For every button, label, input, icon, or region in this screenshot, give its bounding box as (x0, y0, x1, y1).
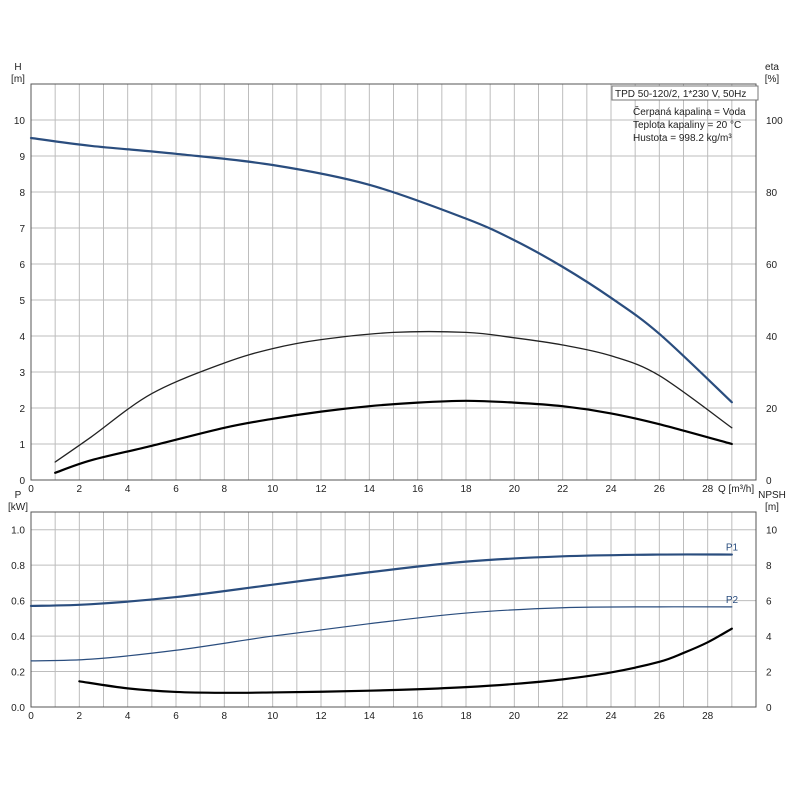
bottom-plot-frame (30, 511, 757, 708)
bottom-right-tick-label: 8 (766, 561, 772, 572)
curve-layer (29, 136, 733, 694)
bottom-x-tick-label: 24 (605, 711, 617, 722)
bottom-left-tick-label: 0.2 (11, 668, 25, 679)
p2-curve-label: P2 (726, 595, 739, 606)
top-right-tick-label: 80 (766, 188, 778, 199)
top-plot-frame (30, 83, 757, 481)
bottom-left-tick-label: 1.0 (11, 526, 25, 537)
top-left-tick-label: 8 (19, 188, 25, 199)
top-curve-1 (54, 330, 733, 463)
top-left-tick-label: 7 (19, 224, 25, 235)
top-x-tick-label: 28 (702, 484, 714, 495)
top-left-tick-label: 5 (19, 296, 25, 307)
bottom-x-tick-label: 8 (222, 711, 228, 722)
top-x-tick-label: 12 (315, 484, 327, 495)
bottom-left-axis-title: P (15, 490, 22, 501)
info-line-liquid: Čerpaná kapalina = Voda (633, 105, 746, 118)
top-left-axis-unit: [m] (11, 74, 25, 85)
top-right-tick-label: 40 (766, 332, 778, 343)
info-line-density: Hustota = 998.2 kg/m³ (633, 133, 732, 144)
bottom-x-tick-label: 12 (315, 711, 327, 722)
top-x-tick-label: 18 (460, 484, 472, 495)
top-x-tick-label: 24 (605, 484, 617, 495)
top-right-tick-label: 100 (766, 116, 783, 127)
top-x-tick-label: 26 (654, 484, 666, 495)
top-left-tick-label: 6 (19, 260, 25, 271)
top-right-tick-label: 60 (766, 260, 778, 271)
p1-curve-label: P1 (726, 543, 739, 554)
top-x-tick-label: 20 (509, 484, 521, 495)
top-right-tick-label: 20 (766, 404, 778, 415)
bottom-x-tick-label: 28 (702, 711, 714, 722)
bottom-x-tick-label: 20 (509, 711, 521, 722)
bottom-x-tick-label: 26 (654, 711, 666, 722)
top-x-tick-label: 10 (267, 484, 279, 495)
top-x-tick-label: 4 (125, 484, 131, 495)
bottom-left-tick-label: 0.4 (11, 632, 25, 643)
info-box: TPD 50-120/2, 1*230 V, 50Hz Čerpaná kapa… (611, 85, 759, 144)
bottom-x-tick-label: 14 (364, 711, 376, 722)
top-right-axis-title: eta (765, 62, 779, 73)
bottom-x-tick-label: 18 (460, 711, 472, 722)
top-x-tick-label: 22 (557, 484, 569, 495)
top-curve-0 (29, 136, 733, 404)
top-x-tick-label: 6 (173, 484, 179, 495)
top-x-tick-label: 14 (364, 484, 376, 495)
top-left-tick-label: 4 (19, 332, 25, 343)
top-left-tick-label: 2 (19, 404, 25, 415)
bottom-x-tick-label: 4 (125, 711, 131, 722)
bottom-x-tick-label: 0 (28, 711, 34, 722)
top-left-tick-label: 9 (19, 152, 25, 163)
bottom-right-tick-label: 2 (766, 668, 772, 679)
top-left-tick-label: 3 (19, 368, 25, 379)
bottom-right-axis-title: NPSH (758, 490, 786, 501)
top-x-tick-label: 0 (28, 484, 34, 495)
bottom-right-axis-unit: [m] (765, 502, 779, 513)
top-x-tick-label: 2 (77, 484, 83, 495)
top-left-axis-title: H (14, 62, 21, 73)
bottom-left-axis-unit: [kW] (8, 502, 28, 513)
bottom-right-tick-label: 6 (766, 597, 772, 608)
bottom-right-tick-label: 10 (766, 526, 778, 537)
grid-layer (30, 83, 757, 708)
bottom-right-tick-label: 4 (766, 632, 772, 643)
bottom-x-tick-label: 16 (412, 711, 424, 722)
top-x-tick-label: 8 (222, 484, 228, 495)
bottom-right-tick-label: 0 (766, 703, 772, 714)
bottom-left-tick-label: 0.6 (11, 597, 25, 608)
info-box-frame (611, 85, 759, 101)
top-x-axis-title: Q [m³/h] (718, 484, 754, 495)
top-right-axis-unit: [%] (765, 74, 780, 85)
bottom-left-tick-label: 0.8 (11, 561, 25, 572)
bottom-x-tick-label: 22 (557, 711, 569, 722)
info-box-title: TPD 50-120/2, 1*230 V, 50Hz (615, 89, 746, 100)
p1-curve (29, 553, 733, 608)
top-left-tick-label: 1 (19, 440, 25, 451)
p2-curve (30, 606, 733, 662)
top-left-tick-label: 0 (19, 476, 25, 487)
info-line-temperature: Teplota kapaliny = 20 °C (633, 120, 741, 131)
top-right-tick-label: 0 (766, 476, 772, 487)
top-curve-2 (54, 399, 733, 474)
bottom-left-tick-label: 0.0 (11, 703, 25, 714)
bottom-x-tick-label: 6 (173, 711, 179, 722)
bottom-x-tick-label: 10 (267, 711, 279, 722)
top-left-tick-label: 10 (14, 116, 26, 127)
top-x-tick-label: 16 (412, 484, 424, 495)
bottom-curve-2 (78, 627, 733, 694)
bottom-x-tick-label: 2 (77, 711, 83, 722)
